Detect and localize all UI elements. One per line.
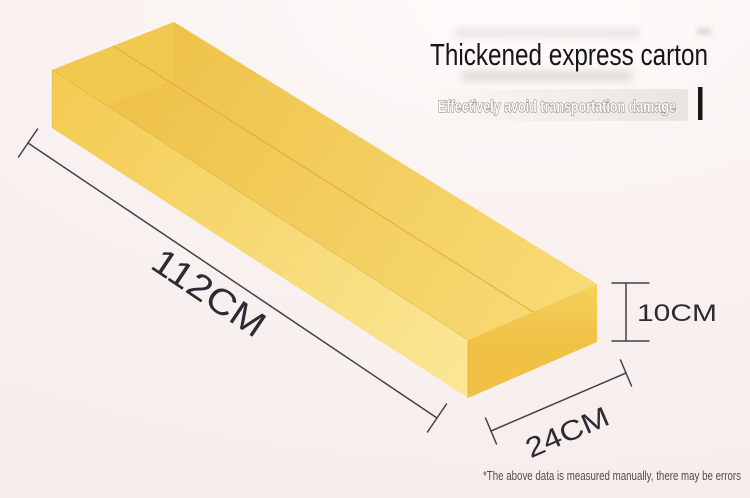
length-dimension-tick: [17, 128, 39, 158]
box-front-face: [52, 70, 468, 398]
width-dimension-tick: [619, 359, 633, 387]
length-dimension-tick: [426, 403, 448, 433]
box-top-face: [52, 22, 597, 340]
banner-end-bar: [698, 87, 703, 120]
carton-box: [51, 22, 597, 398]
width-dimension-tick: [484, 417, 498, 445]
banner-text: Effectively avoid transportation damage: [438, 98, 676, 116]
box-right-end-face: [468, 284, 597, 398]
height-dimension-label: 10CM: [637, 300, 717, 327]
blurred-artifact: [697, 28, 711, 34]
page-title: Thickened express carton: [430, 37, 708, 72]
width-dimension-label: 24CM: [521, 401, 614, 464]
blurred-artifact: [462, 71, 632, 81]
length-dimension-line: [27, 142, 438, 419]
box-edge-line: [51, 69, 469, 341]
banner-background: [433, 89, 688, 121]
blurred-artifact: [455, 29, 640, 37]
box-crease-line: [112, 45, 534, 313]
footnote-text: *The above data is measured manually, th…: [483, 468, 741, 483]
width-dimension-line: [490, 372, 627, 432]
height-dimension: 10CM: [611, 282, 717, 342]
